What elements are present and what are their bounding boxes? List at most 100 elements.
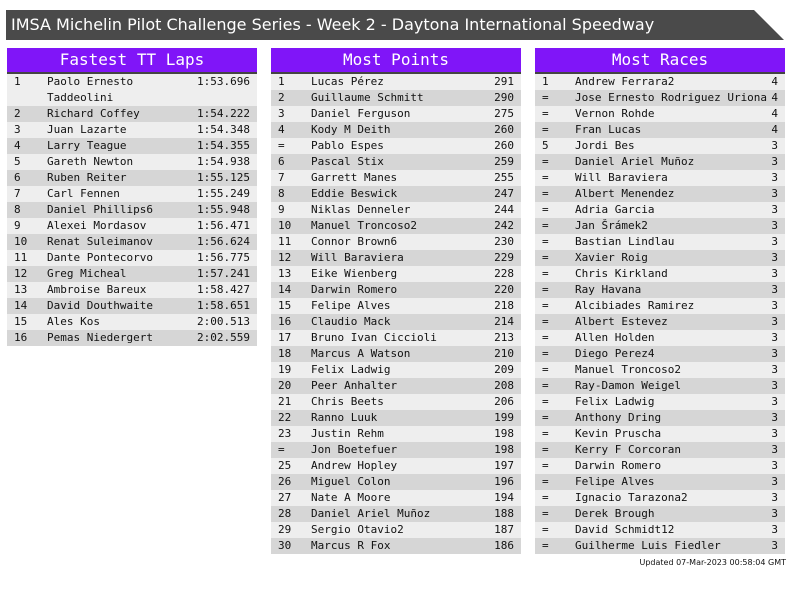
row-rank: = — [542, 347, 549, 360]
row-rank: 13 — [278, 267, 292, 280]
row-name: Connor Brown6 — [311, 235, 398, 248]
row-name: Miguel Colon — [311, 475, 391, 488]
row-name: Gareth Newton — [47, 155, 134, 168]
row-name: Lucas Pérez — [311, 75, 384, 88]
row-rank: 16 — [278, 315, 292, 328]
row-value: 1:55.125 — [197, 171, 250, 184]
table-row: 13 Ambroise Bareux 1:58.427 — [7, 282, 257, 298]
table-row: = Ray Havana 3 — [535, 282, 785, 298]
row-value: 1:58.427 — [197, 283, 250, 296]
row-rank: 29 — [278, 523, 292, 536]
row-rank: 14 — [278, 283, 292, 296]
row-rank: 1 — [278, 75, 285, 88]
row-name: Albert Menendez — [575, 187, 675, 200]
table-row: = Derek Brough 3 — [535, 506, 785, 522]
row-value: 3 — [771, 443, 778, 456]
row-name: David Douthwaite — [47, 299, 153, 312]
row-rank: 27 — [278, 491, 292, 504]
row-value: 3 — [771, 203, 778, 216]
row-value: 4 — [771, 75, 778, 88]
row-name: Bruno Ivan Ciccioli — [311, 331, 437, 344]
table-row: 5 Jordi Bes 3 — [535, 138, 785, 154]
table-row: = Ignacio Tarazona2 3 — [535, 490, 785, 506]
row-rank: 5 — [542, 139, 549, 152]
row-rank: = — [542, 411, 549, 424]
row-rank: = — [542, 171, 549, 184]
table-row: 11 Dante Pontecorvo 1:56.775 — [7, 250, 257, 266]
table-row: = Darwin Romero 3 — [535, 458, 785, 474]
row-rank: 9 — [14, 219, 21, 232]
row-value: 187 — [494, 523, 514, 536]
row-rank: = — [542, 187, 549, 200]
row-name: Manuel Troncoso2 — [575, 363, 681, 376]
row-rank: = — [542, 251, 549, 264]
table-row: 12 Will Baraviera 229 — [271, 250, 521, 266]
row-rank: 28 — [278, 507, 292, 520]
row-rank: = — [542, 379, 549, 392]
table-row: 8 Daniel Phillips6 1:55.948 — [7, 202, 257, 218]
table-row: = Felipe Alves 3 — [535, 474, 785, 490]
row-value: 290 — [494, 91, 514, 104]
row-name: Guillaume Schmitt — [311, 91, 424, 104]
row-name: Carl Fennen — [47, 187, 120, 200]
row-value: 197 — [494, 459, 514, 472]
row-rank: = — [542, 475, 549, 488]
row-name: Bastian Lindlau — [575, 235, 675, 248]
row-value: 3 — [771, 171, 778, 184]
row-rank: = — [542, 315, 549, 328]
row-value: 4 — [771, 123, 778, 136]
row-rank: 15 — [14, 315, 28, 328]
row-value: 291 — [494, 75, 514, 88]
row-rank: 17 — [278, 331, 292, 344]
row-rank: = — [278, 443, 285, 456]
row-rank: 8 — [278, 187, 285, 200]
row-name: Felipe Alves — [575, 475, 655, 488]
table-row: = David Schmidt12 3 — [535, 522, 785, 538]
row-value: 213 — [494, 331, 514, 344]
table-row: 9 Alexei Mordasov 1:56.471 — [7, 218, 257, 234]
table-row: 29 Sergio Otavio2 187 — [271, 522, 521, 538]
row-rank: 7 — [14, 187, 21, 200]
row-value: 3 — [771, 539, 778, 552]
table-row: 3 Daniel Ferguson 275 — [271, 106, 521, 122]
row-name: Chris Beets — [311, 395, 384, 408]
row-name: Niklas Denneler — [311, 203, 411, 216]
table-row: 21 Chris Beets 206 — [271, 394, 521, 410]
row-rank: 3 — [278, 107, 285, 120]
row-name: Justin Rehm — [311, 427, 384, 440]
row-value: 1:57.241 — [197, 267, 250, 280]
row-value: 228 — [494, 267, 514, 280]
table-row: = Allen Holden 3 — [535, 330, 785, 346]
row-name: Anthony Dring — [575, 411, 662, 424]
row-rank: = — [542, 267, 549, 280]
table-row: 20 Peer Anhalter 208 — [271, 378, 521, 394]
row-rank: 18 — [278, 347, 292, 360]
table-row: 8 Eddie Beswick 247 — [271, 186, 521, 202]
row-name: Peer Anhalter — [311, 379, 398, 392]
row-name: Garrett Manes — [311, 171, 398, 184]
row-rank: 1 — [542, 75, 549, 88]
row-name: Will Baraviera — [311, 251, 404, 264]
row-rank: 8 — [14, 203, 21, 216]
row-value: 3 — [771, 507, 778, 520]
row-name: Felix Ladwig — [311, 363, 391, 376]
row-value: 1:54.222 — [197, 107, 250, 120]
row-name: Vernon Rohde — [575, 107, 655, 120]
row-value: 3 — [771, 379, 778, 392]
row-rank: 10 — [14, 235, 28, 248]
row-rank: 11 — [14, 251, 28, 264]
row-value: 196 — [494, 475, 514, 488]
row-rank: 10 — [278, 219, 292, 232]
table-row: = Ray-Damon Weigel 3 — [535, 378, 785, 394]
row-value: 4 — [771, 107, 778, 120]
row-name: Daniel Ariel Muñoz — [575, 155, 695, 168]
row-rank: = — [542, 363, 549, 376]
row-value: 275 — [494, 107, 514, 120]
row-value: 260 — [494, 123, 514, 136]
row-name: Greg Micheal — [47, 267, 127, 280]
row-value: 3 — [771, 347, 778, 360]
row-name: Alcibiades Ramirez — [575, 299, 695, 312]
row-value: 229 — [494, 251, 514, 264]
table-row: 15 Felipe Alves 218 — [271, 298, 521, 314]
row-rank: = — [542, 91, 549, 104]
